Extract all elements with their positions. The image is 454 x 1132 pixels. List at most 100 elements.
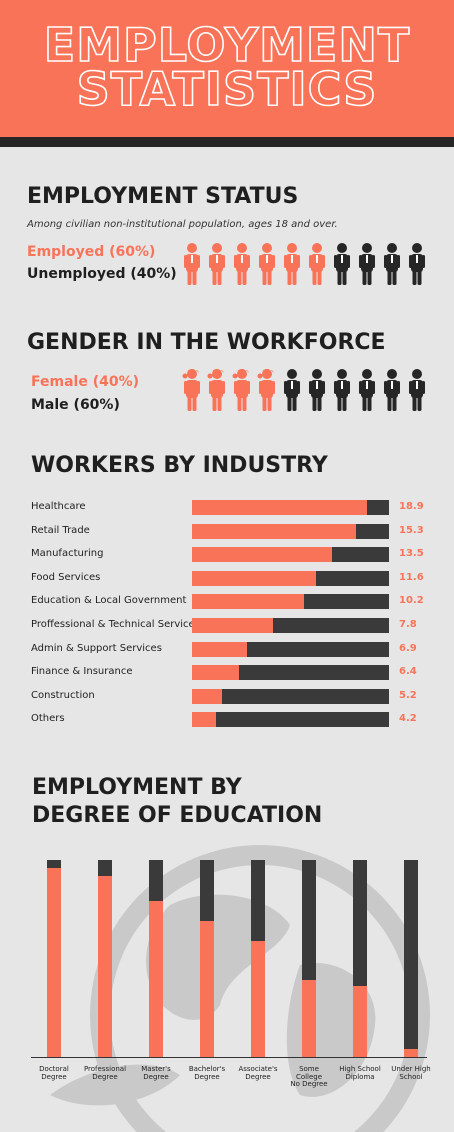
industry-bar-track — [192, 665, 389, 681]
industry-category-label: Manufacturing — [31, 548, 104, 560]
industry-bar-track — [192, 500, 389, 515]
female-person-icon — [207, 369, 225, 411]
education-label-line: School — [399, 1072, 423, 1081]
education-label-line: Degree — [194, 1072, 220, 1081]
education-heading-line-1: EMPLOYMENT BY — [32, 775, 242, 800]
industry-category-label: Education & Local Government — [31, 595, 187, 607]
education-label-line: Bachelor's — [188, 1065, 226, 1073]
male-person-icon — [384, 369, 400, 411]
unemployed-person-icon — [409, 243, 425, 285]
employment-status-heading: EMPLOYMENT STATUS — [27, 184, 299, 209]
education-bar-fill — [149, 901, 163, 1057]
globe-watermark — [50, 845, 430, 1132]
education-label-line: College — [295, 1072, 323, 1081]
employed-person-icon — [234, 243, 250, 285]
education-label-line: Some — [299, 1065, 319, 1073]
education-bar-track — [302, 860, 316, 1057]
education-bar-track — [98, 860, 112, 1057]
header-divider — [0, 137, 454, 147]
employed-person-icon — [309, 243, 325, 285]
industry-bar-track — [192, 618, 389, 633]
education-bar-track — [47, 860, 61, 1057]
education-bar-fill — [404, 1049, 418, 1057]
education-bar-fill — [98, 875, 112, 1057]
education-bar-track — [251, 860, 265, 1057]
education-category-label: Doctoral Degree — [26, 1065, 82, 1081]
male-person-icon — [334, 369, 350, 411]
industry-value-label: 4.2 — [399, 713, 417, 725]
industry-bar-fill — [192, 594, 305, 610]
education-label-line: Degree — [41, 1072, 67, 1081]
industry-bar-track — [192, 688, 389, 704]
industry-value-label: 6.4 — [399, 666, 417, 678]
industry-bar-fill — [192, 570, 317, 586]
education-label-line: Under High — [391, 1065, 431, 1073]
education-bar-track — [404, 860, 418, 1057]
male-person-icon — [284, 369, 300, 411]
education-label-line: Degree — [245, 1072, 271, 1081]
education-label-line: Degree — [92, 1072, 118, 1081]
education-label-line: Master's — [141, 1065, 171, 1073]
female-person-icon — [257, 369, 275, 411]
education-bar-fill — [302, 980, 316, 1057]
industry-bar-fill — [192, 641, 248, 657]
industry-bar-track — [192, 594, 389, 610]
education-category-label: Associate's Degree — [230, 1065, 286, 1081]
employment-status-subtitle: Among civilian non-institutional populat… — [27, 219, 338, 230]
education-label-line: High School — [339, 1065, 381, 1073]
gender-heading: GENDER IN THE WORKFORCE — [27, 330, 386, 355]
male-person-icon — [309, 369, 325, 411]
industry-bar-fill — [192, 500, 368, 515]
industry-category-label: Admin & Support Services — [31, 642, 162, 654]
industry-value-label: 6.9 — [399, 642, 417, 654]
education-label-line: Diploma — [345, 1072, 375, 1081]
education-label-line: Doctoral — [39, 1065, 69, 1073]
education-label-line: Professional — [83, 1065, 127, 1073]
employment-status-pictogram — [184, 243, 425, 285]
employed-label: Employed (60%) — [27, 244, 156, 260]
unemployed-person-icon — [384, 243, 400, 285]
industry-category-label: Healthcare — [31, 501, 86, 512]
title-line-2: STATISTICS — [76, 62, 378, 116]
header-banner — [0, 0, 454, 137]
gender-pictogram — [182, 369, 425, 411]
employed-person-icon — [259, 243, 275, 285]
education-category-label: Professional Degree — [77, 1065, 133, 1081]
education-bar-fill — [47, 867, 61, 1057]
industry-heading: WORKERS BY INDUSTRY — [31, 453, 328, 478]
education-category-label: Master's Degree — [128, 1065, 184, 1081]
industry-value-label: 18.9 — [399, 501, 424, 512]
industry-value-label: 11.6 — [399, 571, 424, 583]
unemployed-person-icon — [334, 243, 350, 285]
education-bar-fill — [353, 986, 367, 1057]
employed-person-icon — [184, 243, 200, 285]
education-label-line: Associate's — [238, 1065, 278, 1073]
unemployed-label: Unemployed (40%) — [27, 266, 177, 282]
industry-value-label: 15.3 — [399, 524, 424, 536]
industry-bar-fill — [192, 547, 332, 563]
education-category-label: Bachelor's Degree — [179, 1065, 235, 1081]
education-x-axis — [31, 1057, 427, 1058]
industry-category-label: Retail Trade — [31, 524, 90, 536]
industry-bar-track — [192, 641, 389, 657]
male-person-icon — [359, 369, 375, 411]
industry-value-label: 5.2 — [399, 689, 417, 701]
education-category-label: High School Diploma — [332, 1065, 388, 1081]
industry-value-label: 7.8 — [399, 619, 417, 630]
education-bar-fill — [251, 940, 265, 1057]
employed-person-icon — [284, 243, 300, 285]
education-category-label: Under High School — [383, 1065, 439, 1081]
education-category-label: Some College No Degree — [281, 1065, 337, 1089]
industry-value-label: 10.2 — [399, 595, 424, 607]
male-person-icon — [409, 369, 425, 411]
education-bar-track — [149, 860, 163, 1057]
industry-bar-fill — [192, 523, 356, 539]
education-label-line: No Degree — [290, 1080, 328, 1089]
education-bar-track — [200, 860, 214, 1057]
industry-category-label: Construction — [31, 689, 95, 701]
education-bar-fill — [200, 921, 214, 1057]
industry-category-label: Food Services — [31, 571, 101, 583]
industry-category-label: Finance & Insurance — [31, 666, 133, 678]
industry-category-label: Proffessional & Technical Services — [31, 619, 200, 630]
industry-bar-fill — [192, 688, 222, 704]
